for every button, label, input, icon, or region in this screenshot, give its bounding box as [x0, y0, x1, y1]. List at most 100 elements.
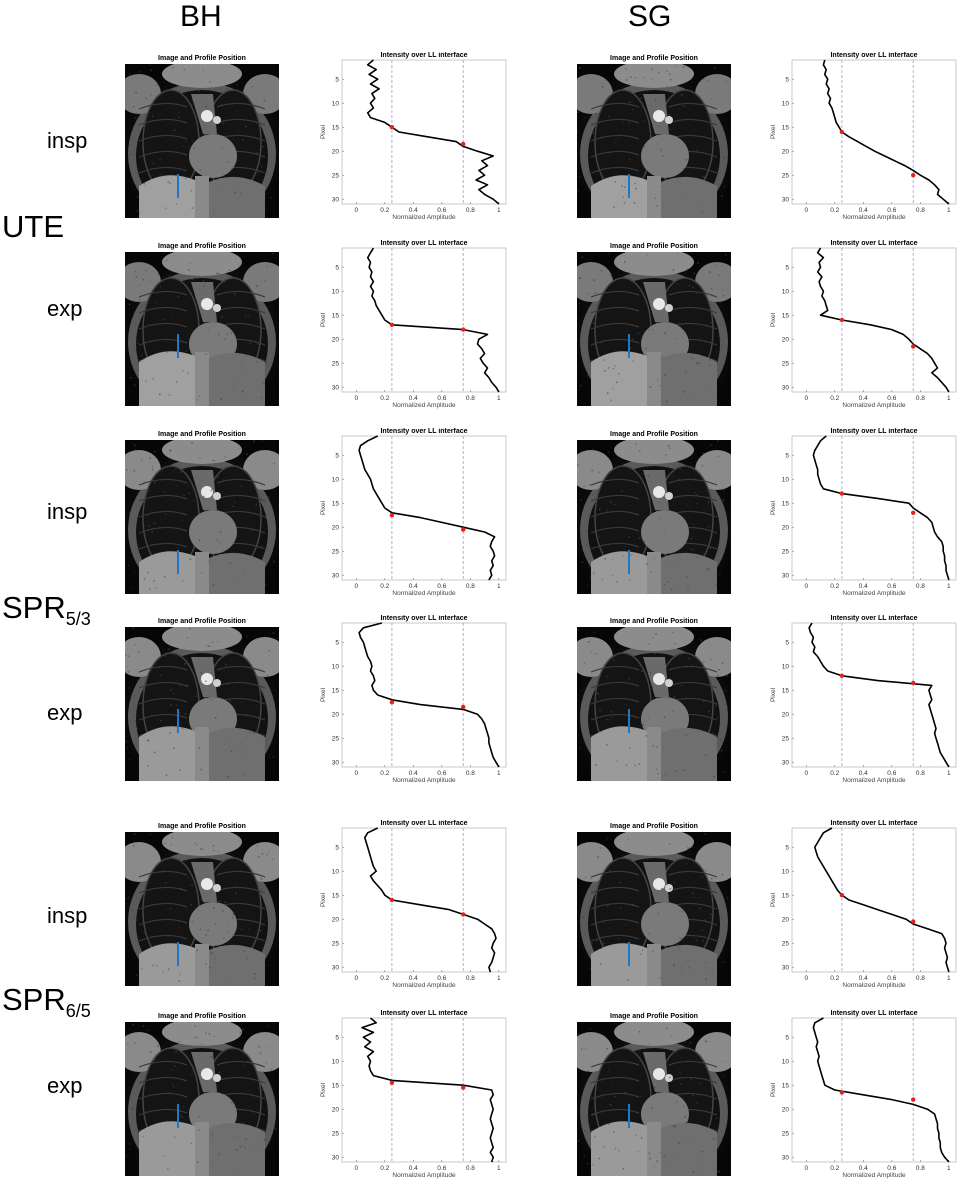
x-tick-label: 0 — [354, 395, 358, 402]
x-axis-label: Normalized Amplitude — [842, 402, 906, 409]
intensity-profile-line — [366, 247, 500, 393]
y-tick-label: 5 — [335, 452, 339, 459]
intensity-profile-plot: Intensity over LL interface 0 0.2 0.4 0.6 0.8… — [320, 1010, 507, 1179]
threshold-crossing-marker — [911, 919, 916, 924]
plot-axes — [341, 622, 507, 768]
y-tick-label: 10 — [782, 288, 790, 295]
x-tick-label: 0.6 — [437, 583, 446, 590]
x-tick-label: 0 — [354, 770, 358, 777]
threshold-crossing-marker — [461, 527, 466, 532]
x-tick-label: 0.6 — [437, 207, 446, 214]
intensity-profile-chart: Intensity over LL interface 0 0.2 0.4 0.6 0.8… — [320, 428, 516, 600]
x-axis-label: Normalized Amplitude — [392, 777, 456, 784]
plot-title: Intensity over LL interface — [380, 820, 467, 827]
x-tick-label: 0 — [354, 975, 358, 982]
y-tick-label: 15 — [332, 124, 340, 131]
intensity-profile-chart: Intensity over LL interface 0 0.2 0.4 0.6 0.8… — [320, 1010, 516, 1182]
y-axis-label: Pixel — [770, 500, 777, 515]
x-tick-label: 0 — [354, 207, 358, 214]
x-tick-label: 0.2 — [830, 395, 839, 402]
x-tick-label: 0.6 — [887, 583, 896, 590]
intensity-profile-plot: Intensity over LL interface 0 0.2 0.4 0.6 0.8… — [770, 428, 957, 597]
plot-axes — [791, 622, 957, 768]
y-tick-label: 25 — [332, 548, 340, 555]
threshold-crossing-marker — [839, 893, 845, 898]
intensity-profile-line — [358, 435, 496, 581]
y-axis-label: Pixel — [770, 687, 777, 702]
y-axis-label: Pixel — [770, 892, 777, 907]
y-tick-label: 20 — [782, 148, 790, 155]
y-tick-label: 25 — [782, 548, 790, 555]
intensity-profile-line — [812, 1017, 950, 1163]
image-panel: Image and Profile Position — [577, 430, 731, 596]
plot-title: Intensity over LL interface — [830, 52, 917, 59]
x-tick-label: 0.4 — [859, 207, 868, 214]
image-panel: Image and Profile Position — [125, 822, 279, 988]
x-tick-label: 0.6 — [887, 1165, 896, 1172]
y-tick-label: 30 — [332, 196, 340, 203]
y-tick-label: 15 — [332, 687, 340, 694]
x-tick-label: 0.2 — [830, 583, 839, 590]
image-panel: Image and Profile Position — [125, 242, 279, 408]
x-tick-label: 0.8 — [466, 395, 475, 402]
intensity-profile-line — [812, 435, 950, 581]
x-tick-label: 0.2 — [380, 1165, 389, 1172]
mri-image — [577, 440, 731, 594]
intensity-profile-plot: Intensity over LL interface 0 0.2 0.4 0.6 0.8… — [320, 428, 507, 597]
x-axis-label: Normalized Amplitude — [842, 777, 906, 784]
x-tick-label: 0.6 — [437, 1165, 446, 1172]
image-panel-title: Image and Profile Position — [610, 823, 698, 830]
x-axis-label: Normalized Amplitude — [392, 982, 456, 989]
mri-image — [125, 252, 279, 406]
x-tick-label: 0.8 — [916, 395, 925, 402]
column-header-sg: SG — [628, 0, 672, 33]
threshold-crossing-marker — [389, 322, 395, 327]
x-tick-label: 0.8 — [466, 770, 475, 777]
threshold-crossing-marker — [911, 1097, 916, 1102]
y-tick-label: 30 — [332, 759, 340, 766]
plot-title: Intensity over LL interface — [380, 52, 467, 59]
plot-axes — [791, 1017, 957, 1163]
intensity-profile-chart: Intensity over LL interface 0 0.2 0.4 0.6 0.8… — [770, 820, 966, 992]
x-tick-label: 0.8 — [916, 583, 925, 590]
x-axis-label: Normalized Amplitude — [392, 214, 456, 221]
y-tick-label: 20 — [332, 1106, 340, 1113]
x-tick-label: 0.2 — [380, 207, 389, 214]
threshold-crossing-marker — [911, 173, 916, 178]
x-tick-label: 0.4 — [409, 207, 418, 214]
y-tick-label: 15 — [332, 1082, 340, 1089]
y-tick-label: 5 — [785, 452, 789, 459]
y-tick-label: 20 — [782, 524, 790, 531]
intensity-profile-plot: Intensity over LL interface 0 0.2 0.4 0.6 0.8… — [320, 615, 507, 784]
resp-label-exp: exp — [47, 296, 83, 321]
x-tick-label: 1 — [947, 1165, 951, 1172]
x-tick-label: 0.6 — [887, 395, 896, 402]
sequence-label-ute: UTE — [2, 209, 64, 244]
image-panel: Image and Profile Position — [577, 617, 731, 783]
mri-image — [125, 64, 279, 218]
threshold-crossing-marker — [461, 704, 466, 710]
y-tick-label: 15 — [332, 312, 340, 319]
x-tick-label: 0.2 — [830, 207, 839, 214]
y-tick-label: 30 — [782, 384, 790, 391]
x-axis-label: Normalized Amplitude — [842, 982, 906, 989]
image-panel-title: Image and Profile Position — [158, 431, 246, 438]
image-panel-title: Image and Profile Position — [158, 55, 246, 62]
y-tick-label: 5 — [335, 1034, 339, 1041]
x-tick-label: 0 — [804, 975, 808, 982]
mri-image — [577, 832, 731, 986]
x-tick-label: 1 — [947, 770, 951, 777]
y-tick-label: 10 — [332, 288, 340, 295]
x-axis-label: Normalized Amplitude — [392, 402, 456, 409]
image-panel-title: Image and Profile Position — [158, 823, 246, 830]
y-tick-label: 10 — [782, 868, 790, 875]
y-tick-label: 15 — [332, 500, 340, 507]
threshold-crossing-marker — [911, 344, 916, 349]
mri-image — [577, 252, 731, 406]
y-tick-label: 25 — [332, 940, 340, 947]
y-tick-label: 25 — [782, 360, 790, 367]
intensity-profile-chart: Intensity over LL interface 0 0.2 0.4 0.6 0.8… — [770, 615, 966, 787]
y-tick-label: 5 — [785, 844, 789, 851]
x-tick-label: 0.8 — [916, 975, 925, 982]
threshold-crossing-marker — [389, 125, 395, 130]
